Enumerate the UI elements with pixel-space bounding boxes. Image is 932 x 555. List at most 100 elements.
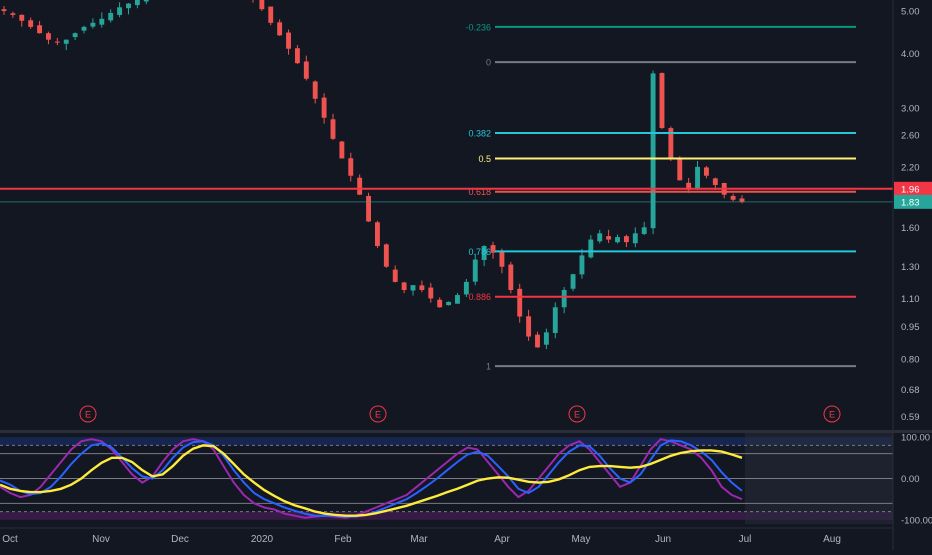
overbought-band	[0, 437, 893, 446]
oscillator-pane	[0, 433, 893, 524]
time-tick-label: Apr	[494, 534, 510, 545]
price-tick-label: 0.80	[901, 354, 920, 365]
candle-body	[535, 334, 540, 348]
price-tick-label: 2.20	[901, 162, 920, 173]
time-tick-label: Mar	[410, 534, 428, 545]
candle-body	[499, 251, 505, 267]
oscillator-tick-label: -100.00	[901, 515, 932, 526]
time-tick-label: Jun	[655, 534, 671, 545]
time-tick-label: Oct	[2, 534, 18, 545]
candle-body	[437, 299, 443, 308]
candle-body	[623, 236, 629, 243]
price-tick-label: 1.96	[901, 184, 920, 195]
last-price-tag	[894, 194, 932, 209]
oscillator-tick-label: 100.00	[901, 433, 930, 444]
earnings-marker-label: E	[829, 410, 835, 420]
candle-body	[677, 158, 683, 181]
price-tick-label: 2.60	[901, 131, 920, 142]
candle-body	[730, 195, 736, 200]
candle-body	[703, 167, 709, 176]
candle-body	[90, 22, 96, 27]
candle-body	[401, 282, 407, 291]
candle-body	[579, 255, 585, 275]
price-pane: -0.236 0 0.382 0.5 0.618 0.786 0.886 1 E E E E	[0, 0, 932, 433]
candle-body	[552, 307, 558, 333]
candle-body	[339, 141, 345, 159]
fib-level-label: 0.786	[468, 247, 491, 257]
candle-body	[686, 182, 692, 190]
candle-body	[294, 48, 300, 64]
time-tick-label: Jul	[739, 534, 752, 545]
pane-separator	[0, 430, 932, 433]
candle-body	[143, 0, 149, 2]
candle-body	[19, 14, 25, 21]
candle-body	[428, 287, 434, 299]
price-tick-label: 5.00	[901, 7, 920, 18]
candle-body	[286, 32, 291, 49]
candle-body	[695, 166, 700, 190]
horizontal-line-price-tag	[894, 181, 932, 196]
candle-body	[588, 239, 594, 258]
candle-body	[392, 269, 398, 282]
candle-body	[268, 6, 274, 23]
candle-body	[570, 274, 576, 289]
candle-body	[712, 178, 718, 185]
price-tick-label: 0.59	[901, 412, 920, 423]
fib-level-label: 0.618	[468, 187, 491, 197]
price-tick-label: 3.00	[901, 104, 920, 115]
candle-body	[99, 18, 105, 25]
candle-body	[419, 285, 425, 291]
earnings-marker-label: E	[375, 410, 381, 420]
candle-body	[615, 237, 620, 243]
candle-body	[543, 332, 549, 345]
candle-body	[117, 7, 123, 15]
candle-body	[126, 3, 131, 9]
candle-body	[659, 73, 665, 129]
candle-body	[481, 246, 487, 261]
candle-body	[330, 119, 336, 139]
earnings-marker	[79, 405, 97, 423]
fib-level-label: 0.382	[468, 128, 491, 138]
candle-body	[383, 244, 389, 267]
candle-body	[526, 316, 532, 337]
candle-body	[472, 259, 478, 282]
price-tick-label: 0.68	[901, 385, 920, 396]
price-tick-label: 1.10	[901, 294, 920, 305]
candle-body	[463, 281, 469, 295]
candle-body	[72, 33, 78, 38]
candle-body	[303, 61, 309, 79]
candle-body	[606, 236, 612, 240]
time-tick-label: Nov	[92, 534, 110, 545]
candle-body	[668, 128, 674, 159]
oscillator-series-signal	[0, 444, 743, 517]
price-tick-label: 1.83	[901, 197, 920, 208]
candle-body	[10, 13, 16, 15]
candle-body	[312, 81, 318, 99]
candle-body	[259, 0, 265, 10]
time-tick-label: Feb	[334, 534, 352, 545]
oversold-band	[0, 511, 893, 520]
candle-body	[508, 264, 514, 291]
candle-body	[446, 301, 452, 306]
candle-body	[134, 0, 140, 6]
price-tick-label: 1.30	[901, 262, 920, 273]
fib-level-label: 0	[486, 58, 491, 68]
candle-body	[641, 227, 647, 234]
candle-body	[108, 12, 114, 21]
candle-body	[321, 97, 327, 118]
candle-body	[517, 288, 523, 317]
candle-body	[410, 285, 416, 291]
candle-body	[1, 9, 7, 12]
fib-level-label: -0.236	[465, 22, 491, 32]
candle-body	[632, 233, 638, 244]
fib-level-label: 0.5	[478, 154, 491, 164]
earnings-marker	[568, 405, 586, 423]
candle-body	[375, 222, 380, 247]
candle-body	[46, 33, 51, 40]
candle-body	[28, 20, 34, 27]
candle-body	[597, 233, 603, 242]
time-tick-label: May	[572, 534, 591, 545]
